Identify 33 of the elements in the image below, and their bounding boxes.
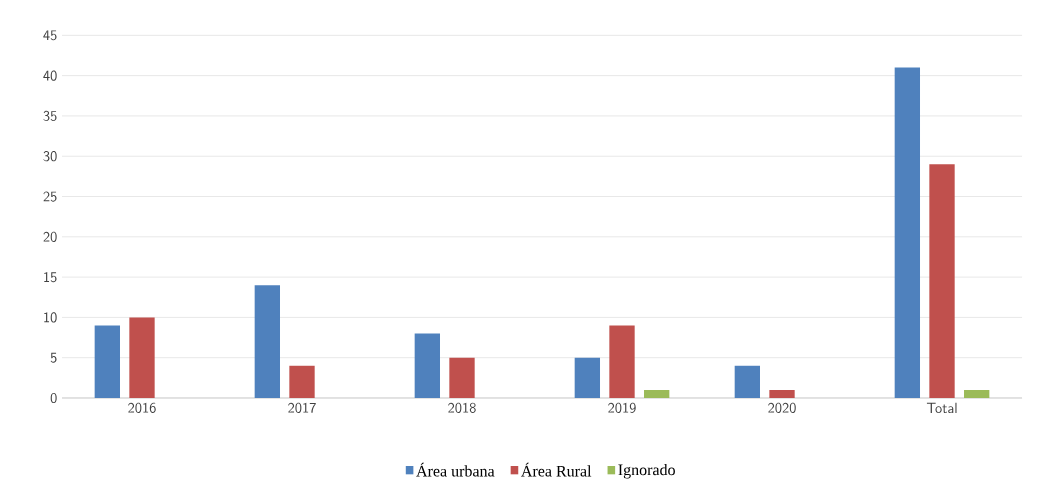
bar <box>129 317 155 398</box>
y-tick-label: 5 <box>50 352 57 363</box>
y-tick-label: 20 <box>43 231 57 242</box>
x-tick-label: 2017 <box>288 402 316 413</box>
bar <box>414 333 441 398</box>
bar <box>94 325 120 398</box>
y-tick-label: 10 <box>44 312 57 323</box>
y-tick-label: 15 <box>44 272 57 283</box>
y-tick-label: 25 <box>43 191 57 202</box>
legend-label: Área urbana <box>416 462 495 477</box>
y-tick-label: 40 <box>43 70 57 81</box>
bar <box>289 365 315 398</box>
bar <box>734 365 761 398</box>
bar <box>644 389 670 398</box>
legend-label: Ignorado <box>618 463 675 479</box>
y-tick-label: 45 <box>43 30 57 41</box>
bar <box>769 389 795 398</box>
bar <box>574 357 601 398</box>
x-tick-label: 2020 <box>768 402 796 413</box>
y-tick-label: 30 <box>43 151 57 162</box>
bar <box>964 389 990 398</box>
x-tick-label: 2018 <box>448 402 476 413</box>
legend-label: Área Rural <box>521 462 592 477</box>
bar <box>449 357 475 398</box>
x-tick-label: 2019 <box>608 402 636 413</box>
bar <box>254 285 281 398</box>
bar <box>894 67 921 398</box>
x-tick-label: 2016 <box>128 402 156 413</box>
bar <box>929 164 955 398</box>
y-tick-label: 0 <box>50 392 57 404</box>
y-tick-label: 35 <box>43 110 57 122</box>
bar <box>609 325 635 398</box>
x-tick-label: Total <box>926 402 957 414</box>
